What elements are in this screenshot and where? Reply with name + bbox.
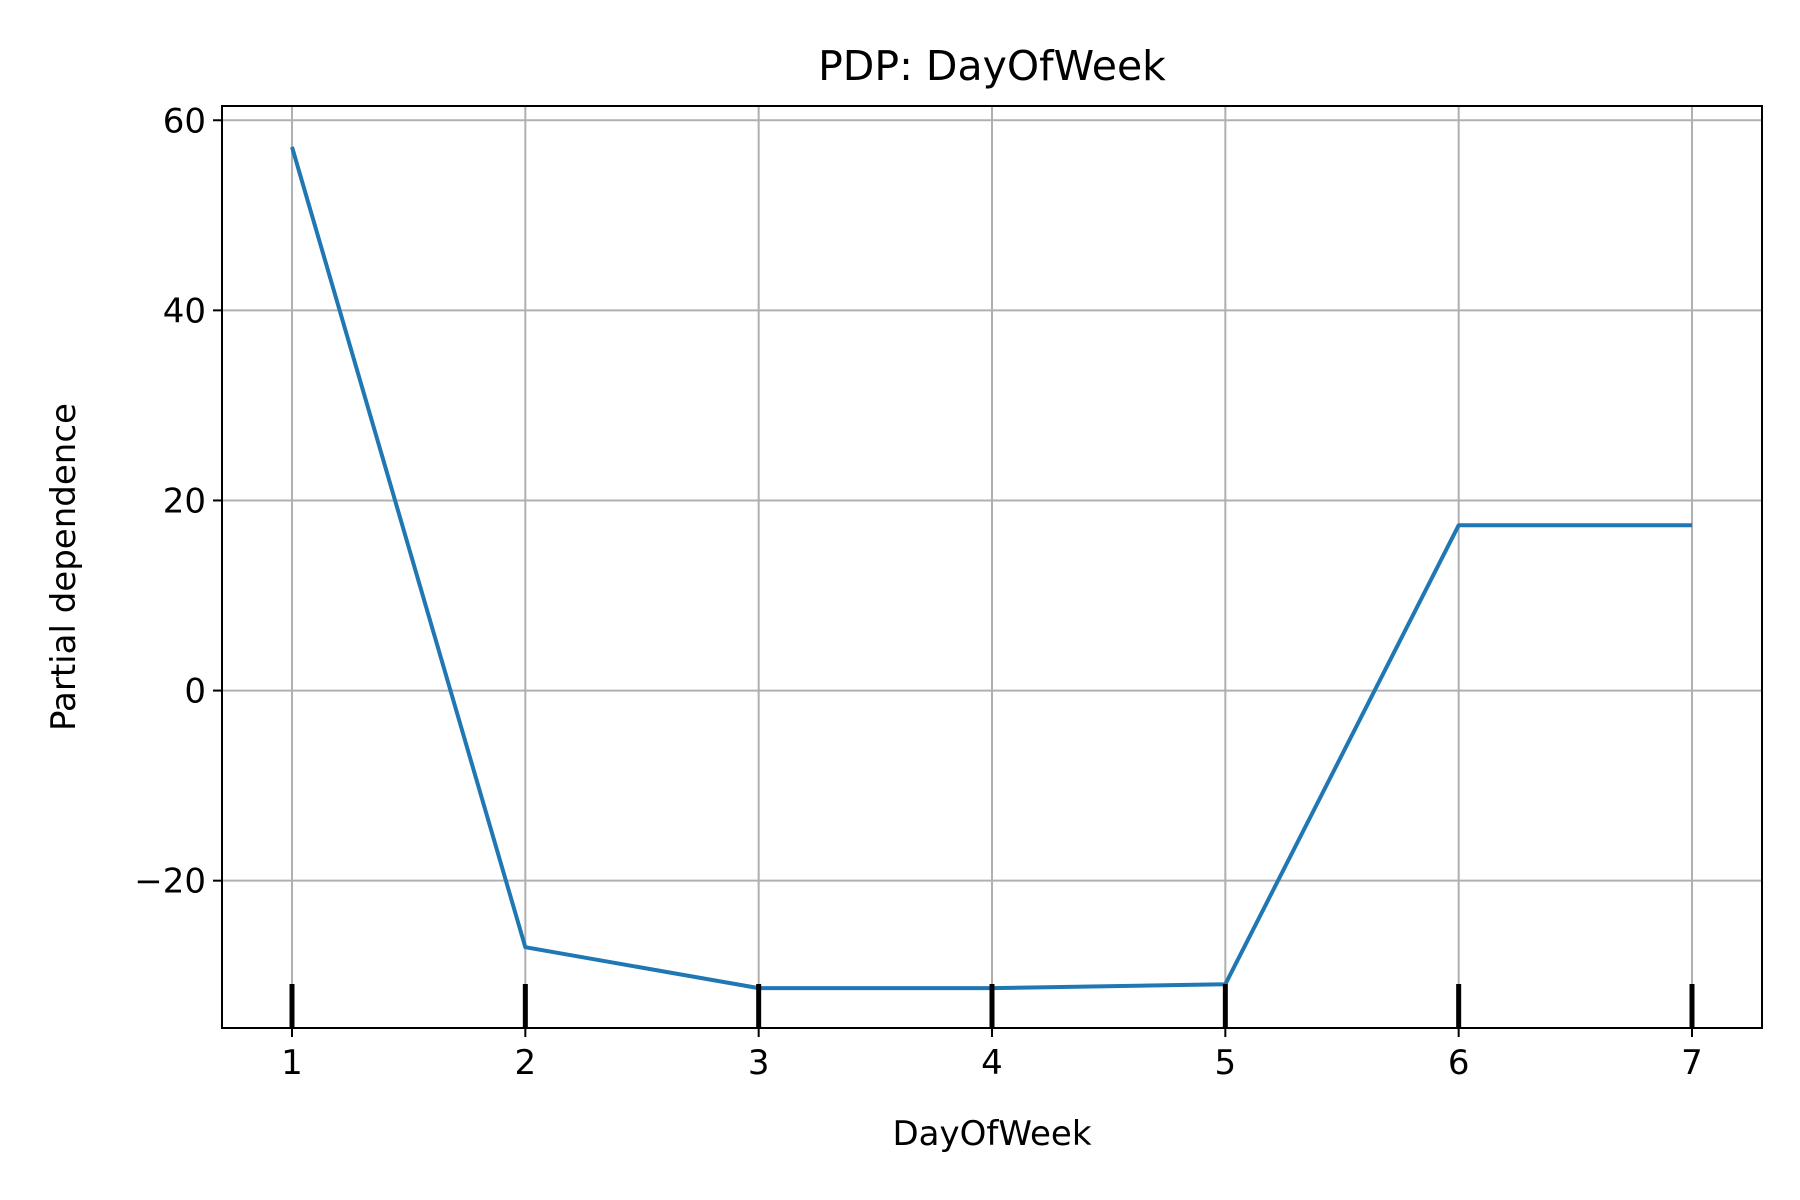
y-tick-label: 40 <box>163 291 206 331</box>
rug-marks <box>289 984 1695 1028</box>
y-axis-label: Partial dependence <box>44 403 84 731</box>
x-axis-ticks: 1 2 3 4 5 6 7 <box>281 1028 1703 1083</box>
x-tick-label: 3 <box>748 1043 770 1083</box>
x-tick-label: 6 <box>1448 1043 1470 1083</box>
y-tick-label: 60 <box>163 101 206 141</box>
x-tick-label: 2 <box>515 1043 537 1083</box>
x-tick-label: 5 <box>1215 1043 1237 1083</box>
y-tick-label: −20 <box>134 862 206 902</box>
y-tick-label: 0 <box>184 672 206 712</box>
chart-title: PDP: DayOfWeek <box>818 42 1166 90</box>
y-axis-ticks: −20 0 20 40 60 <box>134 101 222 902</box>
y-tick-label: 20 <box>163 481 206 521</box>
x-tick-label: 1 <box>281 1043 303 1083</box>
x-tick-label: 7 <box>1681 1043 1703 1083</box>
x-axis-label: DayOfWeek <box>892 1114 1091 1154</box>
x-tick-label: 4 <box>981 1043 1003 1083</box>
grid <box>222 106 1762 1028</box>
